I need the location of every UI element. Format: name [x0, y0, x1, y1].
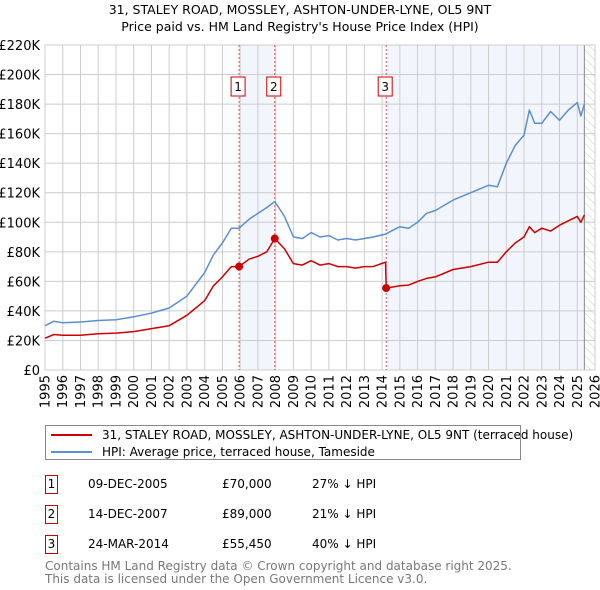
sale-marker-badge: 2	[45, 505, 58, 524]
x-tick-label: 2010	[305, 375, 320, 408]
x-tick-label: 2001	[145, 375, 160, 408]
footer-line-2: This data is licensed under the Open Gov…	[45, 572, 428, 586]
x-tick-label: 2009	[287, 375, 302, 408]
x-tick-label: 2018	[447, 375, 462, 408]
sale-price: £55,450	[222, 537, 272, 551]
legend: 31, STALEY ROAD, MOSSLEY, ASHTON-UNDER-L…	[45, 425, 573, 460]
legend-label-hpi: HPI: Average price, terraced house, Tame…	[102, 445, 375, 459]
x-tick-label: 2008	[269, 375, 284, 408]
sale-point	[235, 262, 244, 271]
x-tick-label: 1997	[74, 375, 89, 408]
y-tick-label: £60K	[7, 275, 41, 290]
sale-marker-badge: 3	[45, 535, 58, 554]
x-tick-label: 2011	[322, 375, 337, 408]
x-tick-label: 2004	[198, 375, 213, 408]
y-tick-label: £140K	[0, 157, 40, 172]
y-tick-label: £200K	[0, 69, 40, 84]
x-tick-label: 2025	[571, 375, 586, 408]
x-tick-label: 2013	[358, 375, 373, 408]
chart-subtitle: Price paid vs. HM Land Registry's House …	[121, 19, 478, 34]
x-tick-label: 1996	[56, 375, 71, 408]
sale-point	[270, 234, 279, 243]
y-tick-label: £220K	[0, 39, 40, 54]
x-tick-label: 2012	[340, 375, 355, 408]
sale-label-box	[377, 76, 393, 97]
sale-label-box	[266, 76, 282, 97]
price-paid-line	[44, 214, 586, 339]
legend-item-property: 31, STALEY ROAD, MOSSLEY, ASHTON-UNDER-L…	[46, 427, 573, 443]
x-tick-label: 1999	[109, 375, 124, 408]
legend-label-property: 31, STALEY ROAD, MOSSLEY, ASHTON-UNDER-L…	[102, 428, 574, 442]
footer-attribution: Contains HM Land Registry data © Crown c…	[45, 560, 512, 586]
x-tick-label: 2005	[216, 375, 231, 408]
y-tick-label: £0	[23, 364, 40, 379]
footer-line-1: Contains HM Land Registry data © Crown c…	[45, 559, 512, 573]
sale-label: 1	[234, 80, 242, 94]
y-tick-label: £40K	[7, 305, 41, 320]
sale-date: 24-MAR-2014	[88, 537, 169, 551]
x-tick-label: 1998	[92, 375, 107, 408]
y-tick-label: £100K	[0, 216, 40, 231]
sale-label: 2	[270, 80, 278, 94]
x-tick-label: 2003	[180, 375, 195, 408]
shaded-period	[239, 45, 275, 370]
y-tick-label: £180K	[0, 98, 40, 113]
x-tick-label: 2021	[500, 375, 515, 408]
x-tick-label: 2015	[393, 375, 408, 408]
sale-date: 14-DEC-2007	[88, 507, 168, 521]
x-tick-label: 2006	[234, 375, 249, 408]
x-tick-label: 2024	[553, 375, 568, 408]
y-tick-label: £120K	[0, 187, 40, 202]
sale-hpi-diff: 27% ↓ HPI	[312, 477, 377, 491]
x-tick-label: 2002	[163, 375, 178, 408]
x-tick-label: 2020	[482, 375, 497, 408]
forecast-hatch	[584, 45, 595, 370]
sale-price: £89,000	[222, 507, 272, 521]
x-tick-label: 2026	[589, 375, 600, 408]
sale-label-box	[230, 76, 246, 97]
x-tick-label: 2014	[376, 375, 391, 408]
x-tick-label: 2023	[535, 375, 550, 408]
x-tick-label: 2019	[464, 375, 479, 408]
y-tick-label: £160K	[0, 128, 40, 143]
legend-item-hpi: HPI: Average price, terraced house, Tame…	[46, 444, 375, 460]
sale-date: 09-DEC-2005	[88, 477, 168, 491]
x-tick-label: 2022	[518, 375, 533, 408]
x-tick-label: 1995	[39, 375, 54, 408]
shaded-period	[386, 45, 585, 370]
x-tick-label: 2017	[429, 375, 444, 408]
x-tick-label: 2007	[251, 375, 266, 408]
sale-marker-badge: 1	[45, 475, 58, 494]
x-tick-label: 2000	[127, 375, 142, 408]
sale-point	[382, 284, 391, 293]
chart-title: 31, STALEY ROAD, MOSSLEY, ASHTON-UNDER-L…	[109, 2, 492, 17]
legend-swatch-red	[51, 434, 92, 436]
plot-border	[44, 44, 596, 371]
sale-hpi-diff: 40% ↓ HPI	[312, 537, 377, 551]
sale-hpi-diff: 21% ↓ HPI	[312, 507, 377, 521]
y-tick-label: £80K	[7, 246, 41, 261]
legend-swatch-blue	[51, 451, 92, 453]
price-chart: 31, STALEY ROAD, MOSSLEY, ASHTON-UNDER-L…	[0, 2, 600, 408]
sale-price: £70,000	[222, 477, 272, 491]
y-tick-label: £20K	[7, 334, 41, 349]
x-tick-label: 2016	[411, 375, 426, 408]
sale-label: 3	[381, 80, 389, 94]
hpi-line	[44, 101, 586, 327]
